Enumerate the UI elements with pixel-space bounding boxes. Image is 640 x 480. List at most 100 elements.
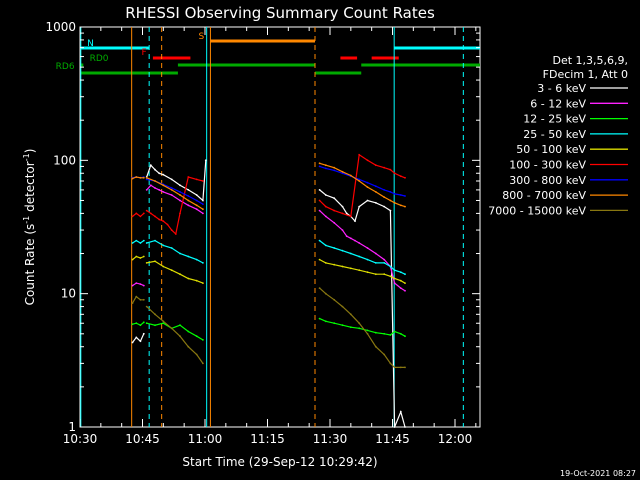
data-point (139, 324, 142, 327)
observing-flag-bars: N F S RD0 RD6 (56, 32, 480, 75)
data-point (341, 265, 344, 268)
flag-label-f: F (141, 48, 146, 58)
data-point (383, 262, 386, 264)
data-point (399, 175, 402, 178)
data-point (345, 212, 348, 215)
data-point (170, 229, 173, 232)
data-point (179, 212, 181, 215)
data-point (366, 247, 369, 249)
legend: Det 1,3,5,6,9,FDecim 1, Att 03 - 6 keV 6 … (488, 54, 628, 217)
data-point (139, 298, 142, 301)
y-tick-label: 100 (53, 153, 76, 167)
y-axis-label-mid: detector (23, 161, 37, 216)
data-point (399, 366, 402, 369)
data-point (131, 323, 134, 326)
data-point (131, 284, 134, 287)
data-point (154, 239, 156, 242)
data-point (358, 178, 361, 181)
legend-entry-label: 50 - 100 keV (516, 143, 586, 156)
series-line (146, 306, 204, 364)
data-point (139, 176, 142, 179)
data-point (179, 199, 181, 202)
data-point (404, 195, 406, 197)
data-point (318, 162, 321, 165)
series-line (146, 322, 204, 341)
data-point (333, 197, 336, 200)
flag-bar-s: S (198, 32, 315, 43)
data-point (154, 187, 156, 189)
data-point (142, 284, 145, 287)
data-point (195, 199, 198, 202)
data-point (366, 181, 369, 184)
data-point (349, 313, 352, 316)
series-lines (131, 153, 406, 428)
data-point (187, 176, 190, 178)
data-point (393, 201, 396, 204)
data-point (341, 205, 344, 208)
data-point (195, 353, 198, 356)
data-point (333, 169, 336, 172)
data-point (341, 249, 344, 252)
data-point (145, 305, 148, 308)
data-point (349, 252, 352, 255)
data-point (341, 324, 344, 327)
data-point (358, 242, 361, 244)
data-point (399, 204, 402, 207)
data-point (358, 327, 361, 330)
series-line (132, 239, 145, 244)
data-point (187, 195, 190, 197)
series-line (132, 255, 145, 261)
data-point (393, 277, 396, 280)
data-point (399, 194, 402, 196)
y-axis-label-main: Count Rate (s (23, 224, 37, 306)
data-point (358, 269, 361, 272)
data-point (158, 189, 161, 191)
data-point (354, 220, 356, 223)
data-point (358, 180, 361, 182)
data-point (142, 332, 145, 335)
data-point (404, 335, 406, 338)
series-100-300-kev (131, 153, 406, 236)
data-point (158, 218, 161, 221)
data-point (374, 201, 377, 204)
data-point (318, 258, 321, 261)
data-point (393, 426, 396, 428)
data-point (345, 235, 348, 238)
data-point (162, 322, 165, 325)
data-point (139, 257, 142, 259)
data-point (135, 255, 138, 258)
data-point (145, 209, 148, 212)
data-point (187, 199, 190, 202)
series-line (132, 282, 145, 287)
data-point (341, 212, 344, 215)
data-point (139, 340, 142, 343)
data-point (324, 194, 327, 196)
data-point (187, 189, 190, 191)
data-point (179, 273, 181, 276)
series-3-6-kev (131, 159, 406, 428)
legend-entry-label: 100 - 300 keV (509, 159, 586, 172)
data-point (149, 164, 152, 167)
data-point (187, 204, 190, 207)
data-point (324, 167, 327, 170)
data-point (374, 345, 377, 348)
data-point (324, 164, 327, 167)
data-point (195, 178, 198, 181)
timestamp: 19-Oct-2021 08:27 (560, 469, 636, 478)
data-point (349, 326, 352, 329)
data-point (333, 298, 336, 301)
data-point (142, 321, 145, 324)
data-point (404, 366, 406, 369)
series-50-100-kev (131, 255, 406, 284)
data-point (202, 203, 204, 206)
x-tick-label: 11:30 (313, 432, 348, 446)
data-point (135, 282, 138, 284)
data-point (162, 191, 165, 193)
data-point (131, 258, 134, 261)
data-point (195, 279, 198, 282)
data-point (149, 212, 152, 215)
data-point (324, 244, 327, 247)
data-point (404, 205, 406, 208)
data-point (162, 220, 165, 223)
